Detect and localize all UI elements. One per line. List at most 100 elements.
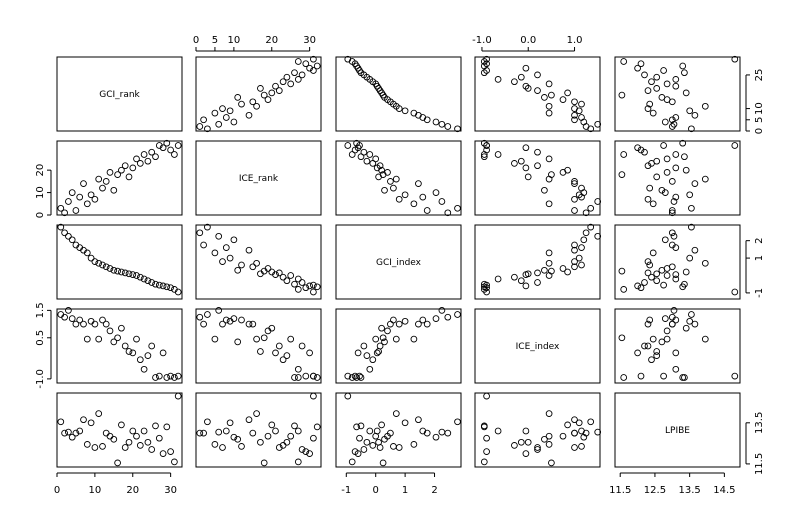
data-point [87,254,95,262]
data-point [363,157,371,165]
data-point [287,272,295,279]
data-point [215,232,223,240]
data-point [618,267,626,275]
data-point [522,450,530,457]
data-point [648,78,655,86]
data-point [637,146,645,154]
data-point [87,191,95,199]
data-point [480,139,488,147]
data-point [701,335,709,343]
data-point [646,261,654,269]
data-point [268,89,276,97]
data-point [444,123,452,130]
data-point [682,268,690,276]
data-point [575,191,583,199]
tick-label: 5 [754,117,765,123]
data-point [672,164,680,172]
data-point [541,266,548,274]
tick-label: 11.5 [754,453,765,475]
data-point [401,317,409,325]
panel-frame [474,224,601,300]
data-point [313,62,321,70]
data-point [272,271,279,278]
data-point [294,458,302,466]
data-point [148,148,156,156]
data-point [357,422,365,430]
data-point [545,432,553,440]
data-point [83,441,91,448]
data-point [222,427,230,435]
data-point [125,173,133,181]
data-point [372,335,380,343]
data-point [140,151,148,158]
data-point [534,162,541,170]
data-point [260,459,268,467]
data-point [387,320,394,328]
data-point [668,178,676,185]
data-point [102,263,110,271]
data-point [83,335,91,343]
data-point [541,94,548,101]
panel-LPIBE-vs-ICE_index [474,392,602,468]
data-point [306,349,313,357]
data-point [415,416,422,424]
data-point [373,349,381,357]
data-point [649,335,657,343]
data-point [144,352,152,359]
data-point [110,266,118,274]
data-point [582,209,590,217]
data-point [91,444,99,451]
data-point [672,82,680,90]
data-point [571,444,578,451]
data-point [215,307,223,314]
data-point [215,120,223,128]
data-point [390,316,397,324]
panel-GCI_index-vs-GCI_rank [56,223,183,300]
tick-label: -1 [341,485,351,496]
data-point [668,116,676,124]
data-point [129,349,137,357]
data-point [634,349,641,357]
data-point [517,277,525,285]
data-point [253,102,260,110]
data-point [649,200,657,208]
data-point [524,173,532,181]
data-point [644,269,652,277]
data-point [163,374,171,381]
data-point [83,200,91,208]
data-point [545,200,553,208]
data-point [637,284,645,292]
data-point [238,316,245,324]
data-point [672,275,680,283]
tick-label: 1.0 [567,35,583,46]
data-point [578,100,585,108]
data-point [660,142,667,149]
data-point [91,195,99,203]
data-point [548,91,555,99]
data-point [672,151,680,158]
data-point [257,348,264,355]
data-point [76,193,84,201]
data-point [159,282,167,290]
data-point [522,164,530,172]
data-point [522,144,530,152]
data-point [670,232,678,240]
data-point [76,316,84,324]
panel-LPIBE-vs-LPIBE: LPIBE [614,392,741,468]
data-point [294,427,302,435]
data-point [524,85,532,92]
tick-label: 13.5 [754,412,765,434]
data-point [438,120,446,128]
data-point [110,338,118,346]
data-point [298,446,306,453]
data-point [260,334,268,342]
data-point [672,365,680,373]
tick-label: 5 [212,35,218,46]
panel-frame [195,308,322,384]
data-point [480,62,488,70]
data-point [148,446,156,453]
data-point [167,372,174,380]
data-point [222,114,230,121]
data-point [65,232,72,240]
data-point [392,175,400,183]
